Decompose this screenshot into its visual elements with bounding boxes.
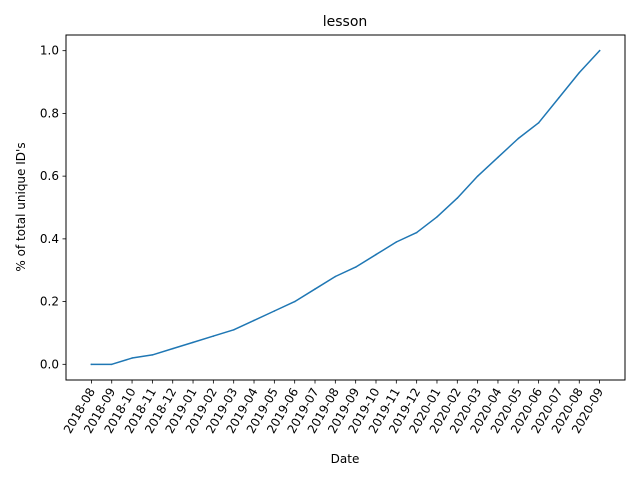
data-point — [354, 266, 357, 268]
data-point — [578, 71, 581, 74]
data-point — [517, 137, 520, 140]
data-point — [415, 231, 418, 234]
data-point — [232, 329, 235, 331]
plot-frame — [65, 34, 626, 381]
y-tick-label: 1.0 — [40, 44, 59, 58]
data-point — [537, 122, 540, 124]
plot-area — [90, 49, 601, 366]
data-point — [598, 49, 601, 52]
data-point — [334, 275, 337, 278]
data-point — [273, 310, 276, 312]
y-axis-label: % of total unique ID's — [14, 142, 28, 271]
y-tick-label: 0.2 — [40, 295, 59, 309]
x-axis-label: Date — [331, 452, 360, 466]
data-point — [456, 197, 459, 199]
data-point — [476, 175, 479, 177]
data-point — [436, 216, 438, 218]
data-point — [293, 300, 296, 303]
data-point — [375, 253, 377, 256]
y-tick-label: 0.6 — [40, 169, 59, 183]
data-point — [131, 357, 133, 359]
chart-title: lesson — [323, 14, 368, 30]
series-line — [90, 49, 601, 366]
data-point — [90, 363, 93, 366]
data-point — [497, 156, 499, 159]
data-point — [314, 288, 316, 290]
data-point — [253, 319, 255, 322]
data-point — [171, 347, 174, 350]
data-point — [110, 363, 113, 366]
y-tick-label: 0.8 — [40, 106, 59, 120]
y-axis: 0.0 0.2 0.4 0.6 0.8 1.0 — [40, 44, 66, 371]
data-point — [212, 335, 215, 337]
data-point — [151, 354, 154, 356]
data-point — [558, 96, 560, 99]
data-point — [395, 241, 398, 243]
x-axis: 2018-082018-092018-102018-112018-122019-… — [61, 380, 606, 436]
y-tick-label: 0.4 — [40, 232, 59, 246]
y-tick-label: 0.0 — [40, 357, 59, 371]
data-point — [192, 341, 194, 344]
